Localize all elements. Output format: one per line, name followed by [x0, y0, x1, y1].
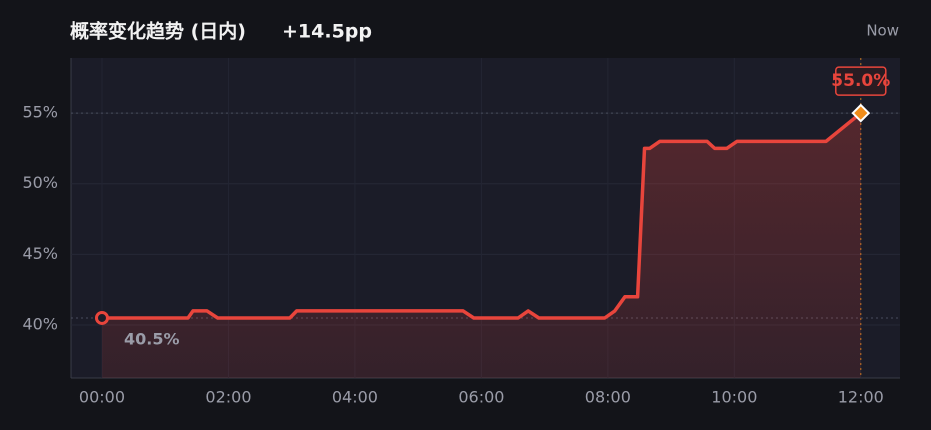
line	[102, 111, 862, 320]
area	[102, 113, 861, 378]
x-tick-label: 02:00	[205, 388, 251, 407]
start-marker	[94, 310, 109, 325]
x-tick-label: 10:00	[711, 388, 757, 407]
x-tick-label: 08:00	[585, 388, 631, 407]
value-label: 55.0%	[831, 71, 890, 91]
x-tick-label: 04:00	[332, 388, 378, 407]
value-label-box	[835, 66, 887, 96]
end-marker	[851, 103, 871, 123]
x-tick-label: 12:00	[838, 388, 884, 407]
y-tick-label: 45%	[22, 244, 58, 263]
y-tick-label: 50%	[22, 173, 58, 192]
change-label: +14.5pp	[282, 21, 372, 43]
x-tick-label: 00:00	[79, 388, 125, 407]
now-label: Now	[866, 22, 899, 40]
value-label: 40.5%	[124, 329, 180, 348]
y-tick-label: 40%	[22, 315, 58, 334]
y-tick-label: 55%	[22, 103, 58, 122]
marks: 40.5% 55.0%	[71, 58, 900, 378]
x-tick-label: 06:00	[458, 388, 504, 407]
chart-title: 概率变化趋势 (日内)	[70, 20, 246, 43]
